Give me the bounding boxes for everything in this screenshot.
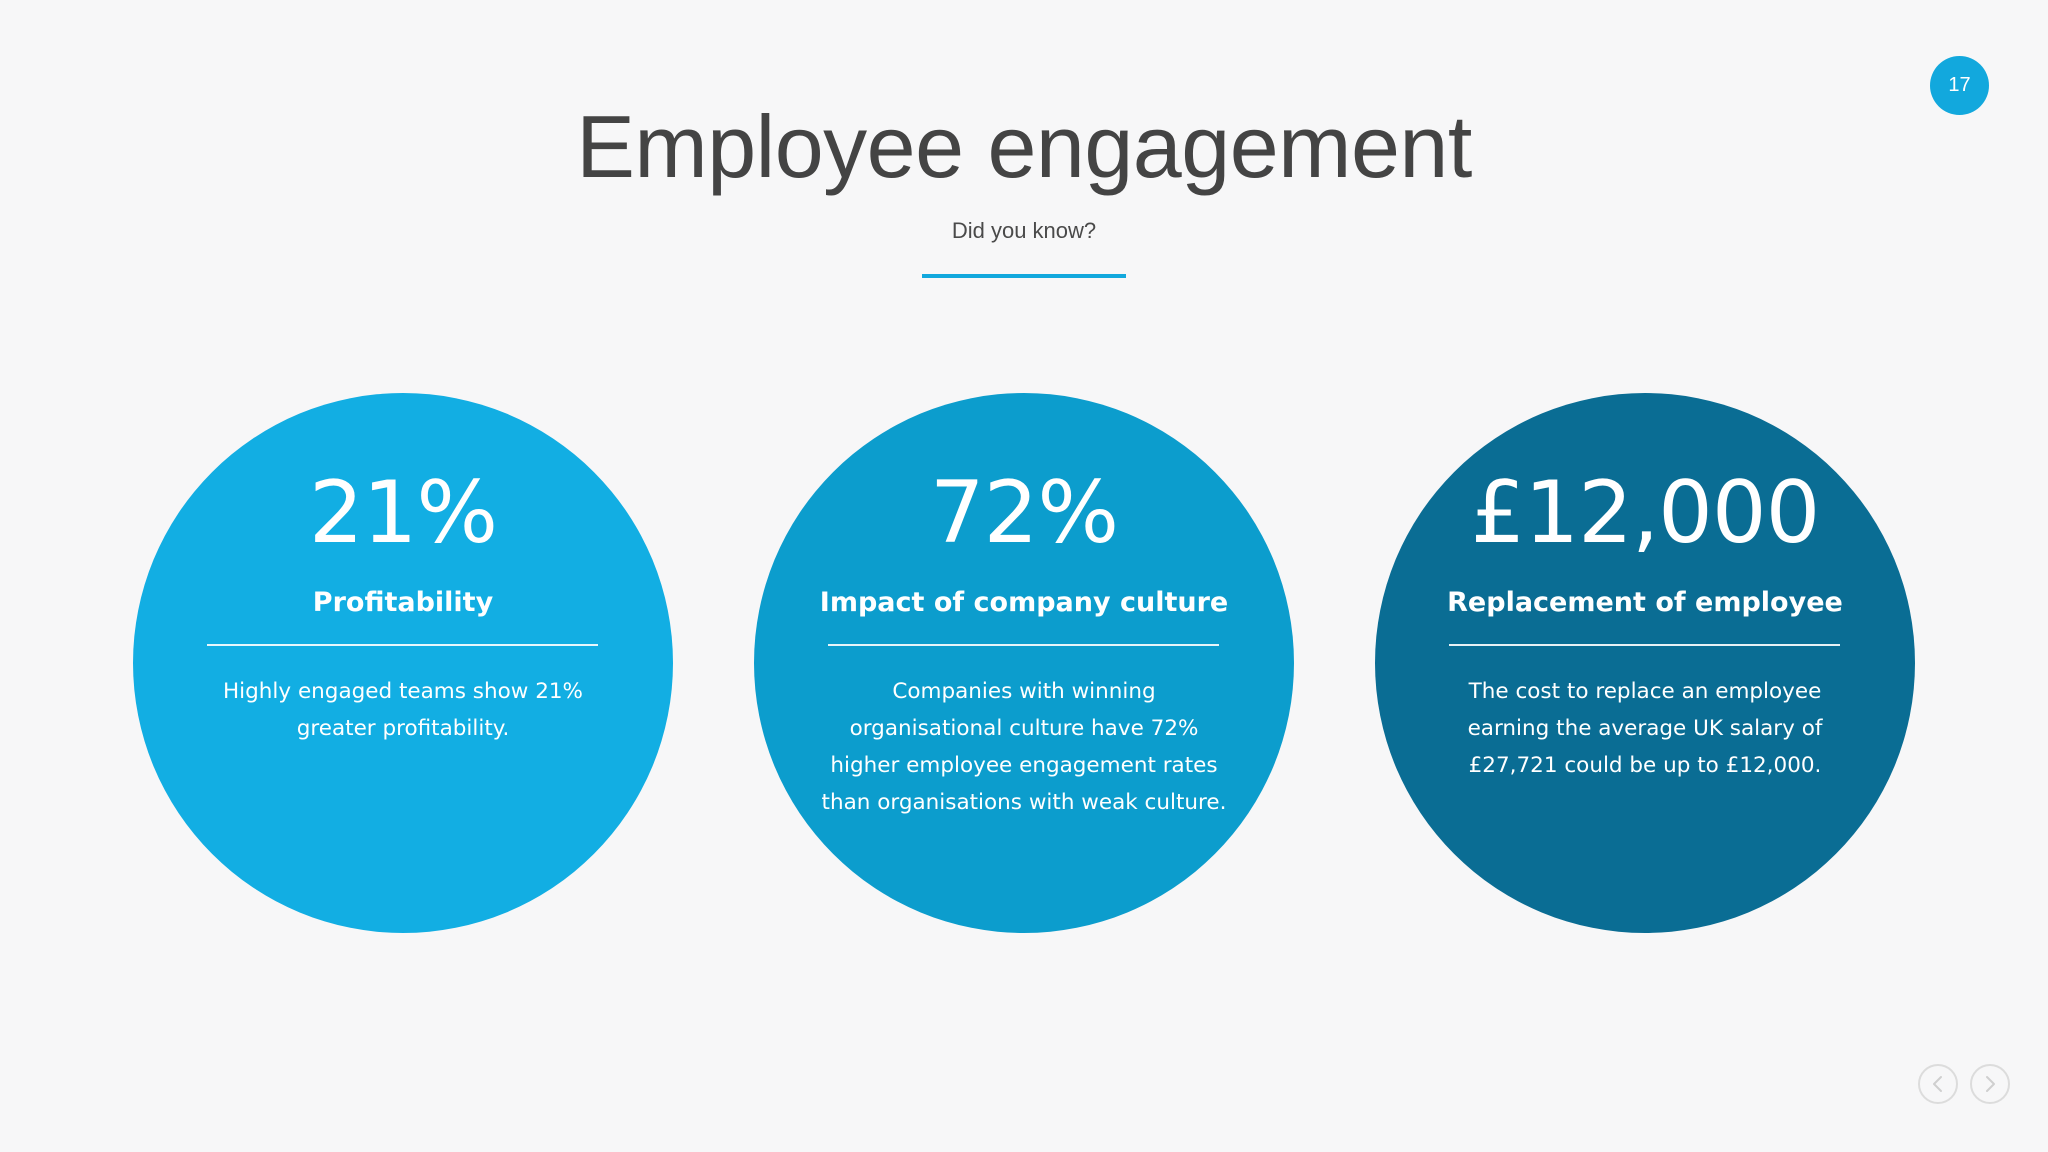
page-number-badge: 17	[1930, 56, 1989, 115]
stat-card-profitability: 21% Profitability Highly engaged teams s…	[133, 393, 673, 933]
previous-slide-button[interactable]	[1918, 1064, 1958, 1104]
stat-description: The cost to replace an employee earning …	[1467, 679, 1823, 778]
stat-value: 21%	[308, 463, 498, 563]
chevron-left-icon	[1933, 1076, 1942, 1092]
stat-divider	[1449, 644, 1840, 646]
slide-title: Employee engagement	[576, 97, 1472, 196]
stat-description: Highly engaged teams show 21% greater pr…	[223, 679, 583, 741]
stat-heading: Profitability	[312, 587, 494, 618]
stat-card-replacement-cost: £12,000 Replacement of employee The cost…	[1375, 393, 1915, 933]
stat-description: Companies with winning organisational cu…	[821, 679, 1227, 815]
chevron-right-icon	[1986, 1076, 1995, 1092]
stat-divider	[828, 644, 1219, 646]
stat-card-company-culture: 72% Impact of company culture Companies …	[754, 393, 1294, 933]
stat-heading: Impact of company culture	[819, 587, 1229, 618]
stat-value: 72%	[929, 463, 1119, 563]
slide-subtitle: Did you know?	[951, 218, 1097, 243]
page-number: 17	[1948, 74, 1971, 96]
stat-heading: Replacement of employee	[1447, 587, 1843, 618]
title-underline	[922, 274, 1126, 278]
next-slide-button[interactable]	[1970, 1064, 2010, 1104]
stat-divider	[207, 644, 598, 646]
stat-value: £12,000	[1470, 463, 1821, 563]
